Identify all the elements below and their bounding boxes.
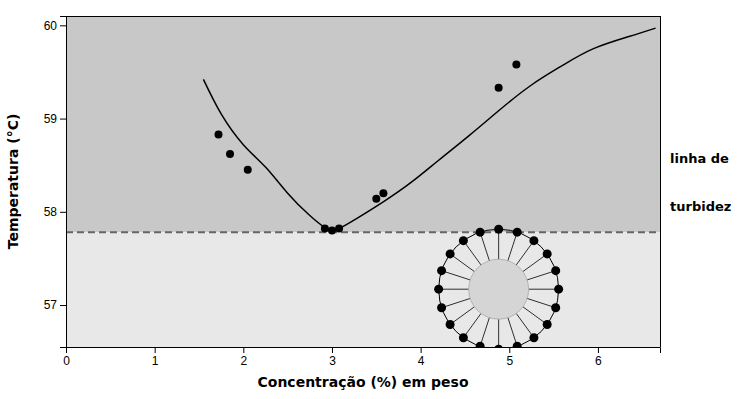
x-tick: 6 — [595, 347, 602, 368]
x-axis-line — [67, 348, 661, 354]
data-point — [495, 84, 503, 92]
x-tick-mark — [155, 347, 156, 353]
y-tick-mark — [60, 212, 66, 213]
x-tick-label: 0 — [63, 354, 70, 368]
y-tick-label: 57 — [44, 298, 58, 312]
data-point — [372, 195, 380, 203]
micelle-head — [494, 345, 503, 347]
y-tick-label: 59 — [44, 112, 58, 126]
y-tick: 60 — [44, 19, 66, 33]
data-point — [244, 166, 252, 174]
reference-line-label: turbidez — [670, 199, 731, 214]
plot-area: 012345657585960 — [44, 16, 661, 368]
y-tick-label: 60 — [44, 19, 58, 33]
micelle-spoke — [463, 241, 481, 265]
micelle-spoke — [498, 319, 499, 347]
x-tick: 5 — [506, 347, 513, 368]
frame-top — [66, 16, 660, 17]
x-tick: 3 — [329, 347, 336, 368]
data-point — [379, 189, 387, 197]
micelle-spoke — [442, 271, 471, 280]
frame-right — [660, 16, 661, 347]
chart: 012345657585960Concentração (%) em pesoT… — [0, 0, 755, 399]
micelle — [434, 225, 563, 347]
region-below — [66, 232, 660, 347]
x-tick-label: 1 — [152, 354, 159, 368]
data-point — [214, 130, 222, 138]
x-tick-mark — [332, 347, 333, 353]
data-point — [321, 225, 329, 233]
y-tick-mark — [60, 119, 66, 120]
x-tick-label: 5 — [506, 354, 513, 368]
x-tick-label: 2 — [240, 354, 247, 368]
curve — [203, 28, 655, 230]
y-tick-mark — [60, 25, 66, 26]
x-tick: 2 — [240, 347, 247, 368]
data-point — [328, 226, 336, 234]
x-tick: 0 — [63, 347, 70, 368]
micelle-outline — [439, 229, 559, 347]
reference-line-label: linha de — [670, 151, 729, 166]
y-axis: 57 58 59 60 — [44, 17, 67, 348]
x-axis-title: Concentração (%) em peso — [257, 374, 468, 390]
y-tick: 59 — [44, 112, 66, 126]
data-point — [512, 60, 520, 68]
data-point — [335, 225, 343, 233]
x-tick-label: 4 — [418, 354, 425, 368]
marks — [66, 16, 660, 347]
data-point — [226, 150, 234, 158]
x-tick-mark — [243, 347, 244, 353]
y-tick: 58 — [44, 205, 66, 219]
y-tick: 57 — [44, 298, 66, 312]
micelle-spoke — [527, 271, 556, 280]
y-axis-title: Temperatura (°C) — [5, 114, 21, 250]
x-tick-label: 3 — [329, 354, 336, 368]
region-above — [66, 16, 660, 232]
y-axis-line — [60, 17, 67, 348]
x-tick: 4 — [418, 347, 425, 368]
x-tick: 1 — [152, 347, 159, 368]
x-tick-mark — [509, 347, 510, 353]
y-tick-mark — [60, 305, 66, 306]
x-axis: 0 1 2 3 4 5 6 — [63, 347, 660, 368]
x-tick-label: 6 — [595, 354, 602, 368]
y-tick-label: 58 — [44, 205, 58, 219]
micelle-spoke — [516, 241, 534, 265]
reference-line — [66, 231, 660, 233]
micelle-core — [469, 259, 529, 319]
x-tick-mark — [421, 347, 422, 353]
x-tick-mark — [598, 347, 599, 353]
